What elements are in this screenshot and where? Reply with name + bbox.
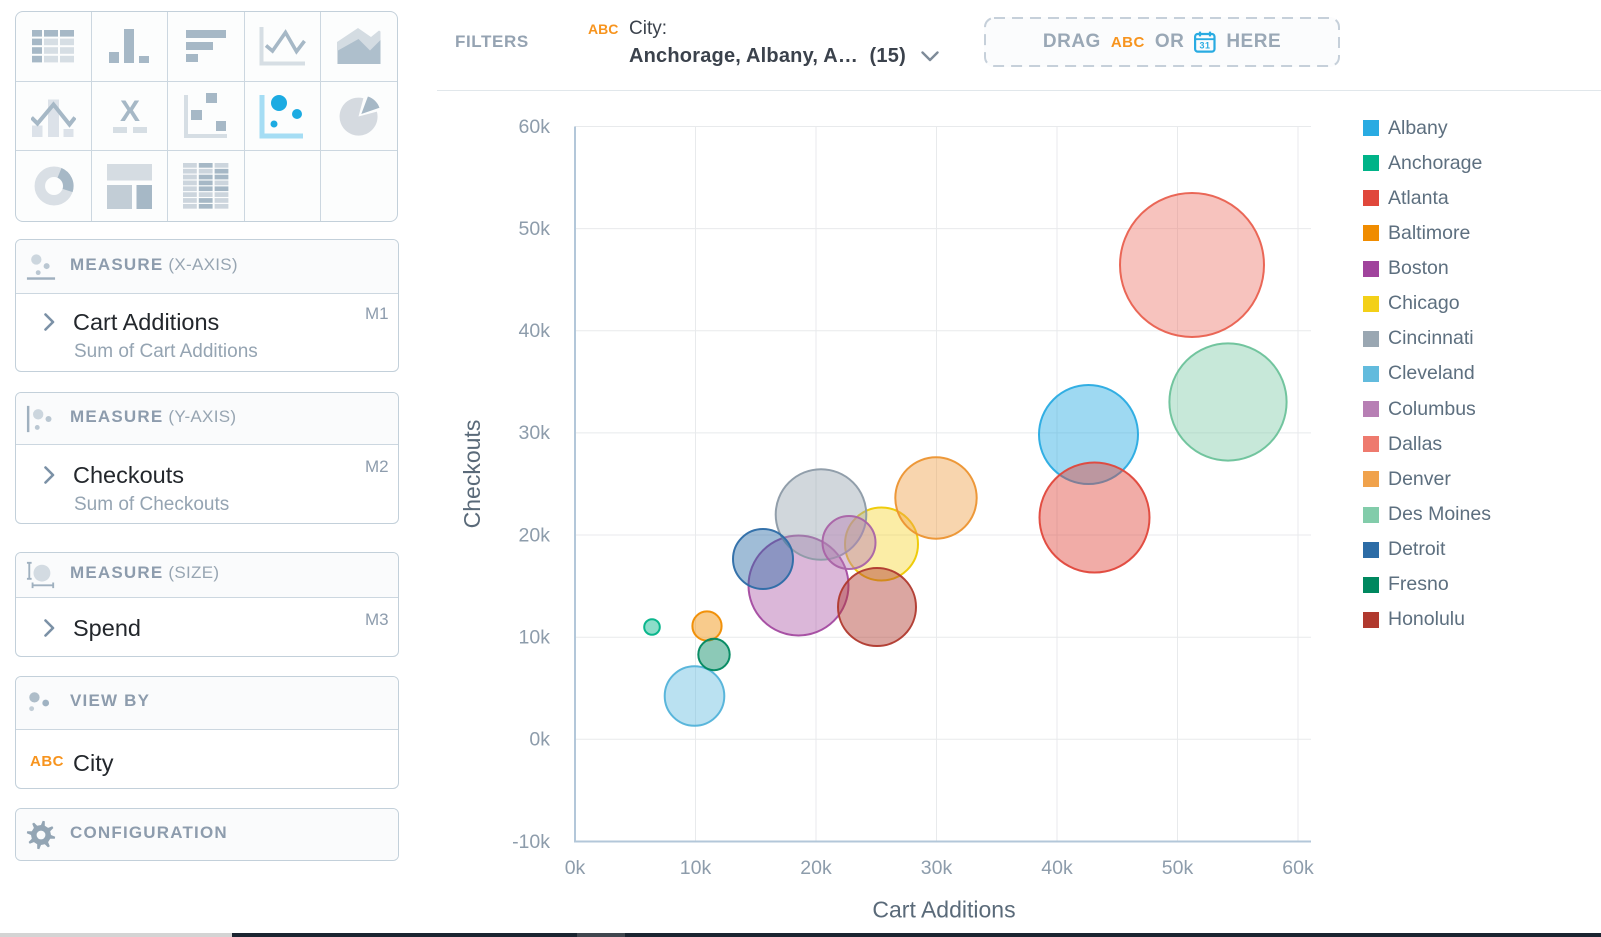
- svg-text:60k: 60k: [1282, 857, 1314, 879]
- svg-text:30k: 30k: [921, 857, 953, 879]
- svg-text:Cart Additions: Cart Additions: [872, 897, 1015, 923]
- svg-text:-10k: -10k: [512, 831, 550, 853]
- svg-text:30k: 30k: [519, 422, 551, 444]
- svg-text:X: X: [120, 98, 140, 128]
- svg-text:20k: 20k: [800, 857, 832, 879]
- svg-text:10k: 10k: [519, 627, 551, 649]
- svg-text:Checkouts: Checkouts: [459, 420, 485, 529]
- svg-text:60k: 60k: [519, 116, 551, 138]
- svg-text:31: 31: [1200, 41, 1211, 51]
- svg-text:0k: 0k: [529, 729, 550, 751]
- svg-text:40k: 40k: [1041, 857, 1073, 879]
- svg-text:50k: 50k: [519, 218, 551, 240]
- svg-text:20k: 20k: [519, 525, 551, 547]
- svg-text:50k: 50k: [1162, 857, 1194, 879]
- svg-text:40k: 40k: [519, 320, 551, 342]
- svg-text:10k: 10k: [680, 857, 712, 879]
- svg-text:0k: 0k: [565, 857, 586, 879]
